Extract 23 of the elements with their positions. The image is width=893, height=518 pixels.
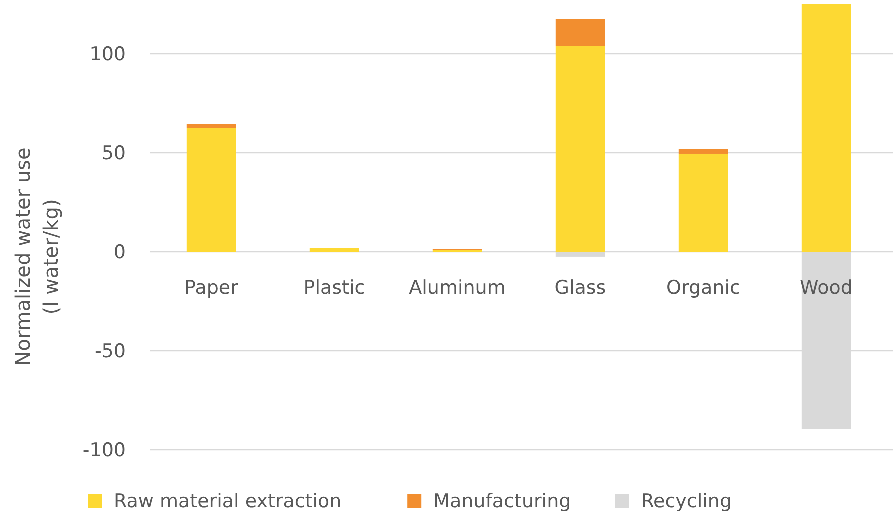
bar (310, 248, 360, 252)
x-tick-label: Plastic (304, 277, 366, 299)
bar (556, 19, 606, 46)
x-tick-label: Paper (184, 277, 239, 299)
bar (678, 149, 728, 154)
y-tick-label: 100 (90, 44, 126, 66)
x-tick-label: Wood (800, 277, 853, 299)
bar (186, 128, 236, 252)
bar (678, 154, 728, 252)
x-tick-label: Glass (554, 277, 606, 299)
y-tick-label: -50 (94, 340, 126, 363)
y-tick-label: 50 (102, 142, 126, 165)
bar (556, 46, 606, 252)
x-tick-label: Organic (666, 277, 740, 299)
y-tick-label: 0 (114, 242, 126, 264)
bar (802, 4, 852, 252)
y-tick-label: -100 (82, 440, 126, 462)
bar (186, 124, 236, 128)
x-tick-label: Aluminum (409, 277, 506, 299)
legend-label: Recycling (641, 490, 732, 513)
y-axis-title: Normalized water use (l water/kg) (11, 148, 63, 366)
legend-label: Raw material extraction (114, 490, 342, 513)
legend-label: Manufacturing (434, 490, 572, 513)
